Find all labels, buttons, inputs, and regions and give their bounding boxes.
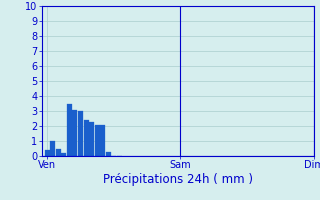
Bar bbox=[95, 124, 100, 156]
Bar bbox=[84, 120, 89, 156]
Bar bbox=[56, 148, 61, 156]
Bar bbox=[50, 141, 55, 156]
Bar bbox=[72, 110, 77, 156]
Bar bbox=[89, 121, 94, 156]
Bar bbox=[67, 104, 72, 156]
X-axis label: Précipitations 24h ( mm ): Précipitations 24h ( mm ) bbox=[103, 173, 252, 186]
Bar bbox=[61, 153, 66, 156]
Bar bbox=[45, 150, 50, 156]
Bar bbox=[100, 124, 105, 156]
Bar bbox=[106, 152, 111, 156]
Bar bbox=[78, 111, 83, 156]
